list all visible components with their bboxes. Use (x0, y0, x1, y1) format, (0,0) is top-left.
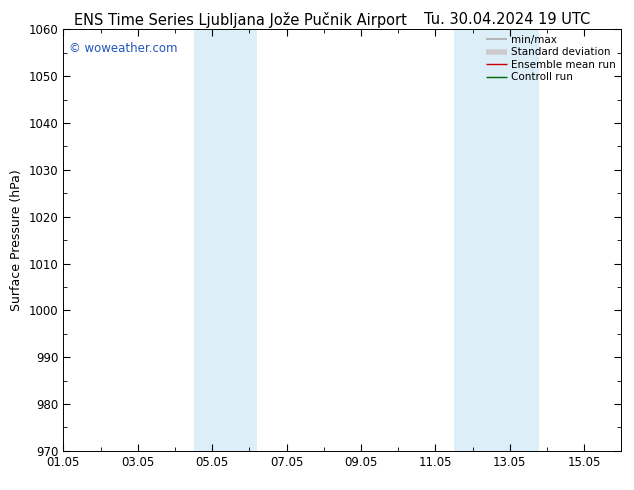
Title: ENS Time Series Ljubljana Jože Pučnik Airport      Tu. 30.04.2024 19 UTC: ENS Time Series Ljubljana Jože Pučnik Ai… (0, 489, 1, 490)
Bar (454, 29, 540, 451)
Text: ENS Time Series Ljubljana Jože Pučnik Airport: ENS Time Series Ljubljana Jože Pučnik Ai… (74, 12, 408, 28)
Text: © woweather.com: © woweather.com (69, 42, 178, 55)
Y-axis label: Surface Pressure (hPa): Surface Pressure (hPa) (10, 169, 23, 311)
Legend: min/max, Standard deviation, Ensemble mean run, Controll run: min/max, Standard deviation, Ensemble me… (484, 32, 618, 84)
Bar (193, 29, 257, 451)
Text: Tu. 30.04.2024 19 UTC: Tu. 30.04.2024 19 UTC (424, 12, 590, 27)
